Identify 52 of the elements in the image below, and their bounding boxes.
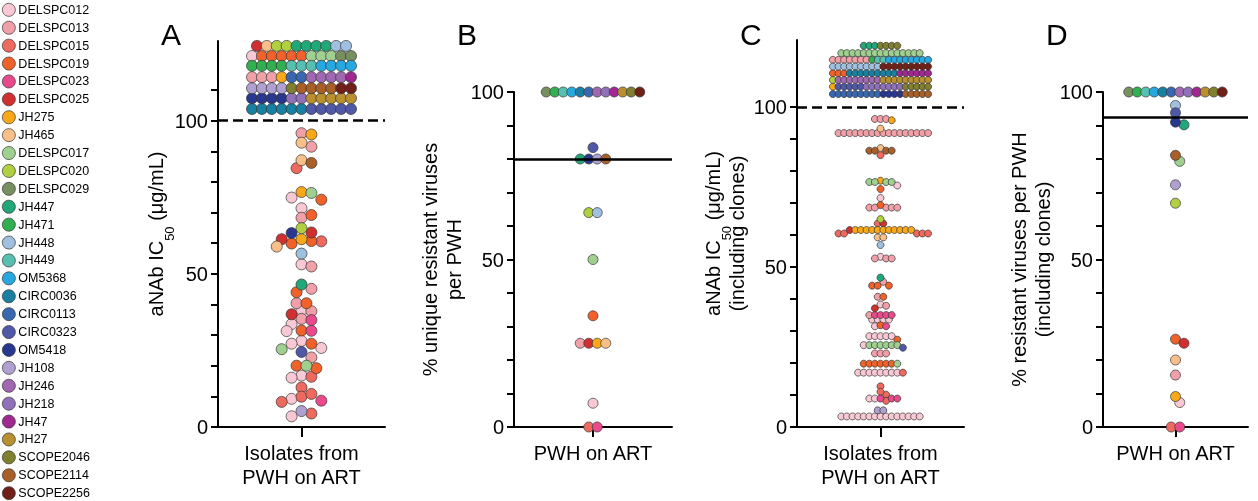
legend-label: SCOPE2114 — [18, 468, 90, 483]
legend-label: DELSPC015 — [18, 38, 90, 53]
legend-label: JH465 — [18, 128, 55, 143]
legend-label: JH246 — [18, 378, 55, 393]
chart-title: B — [457, 17, 478, 51]
legend-label: JH27 — [18, 432, 48, 447]
legend-label: JH471 — [18, 217, 55, 232]
x-tick-label: Isolates from PWH on ART — [821, 442, 940, 488]
legend-label: JH447 — [18, 199, 55, 214]
chart-title: A — [161, 17, 182, 51]
legend-label: DELSPC025 — [18, 92, 90, 107]
legend-label: JH275 — [18, 110, 55, 125]
y-tick-label: 50 — [1070, 248, 1093, 271]
y-tick-label: 0 — [775, 416, 787, 438]
legend-label: DELSPC012 — [18, 2, 90, 17]
y-tick-label: 50 — [764, 256, 787, 279]
legend-label: DELSPC023 — [18, 74, 90, 89]
legend-label: JH448 — [18, 235, 55, 250]
y-tick-label: 100 — [753, 96, 787, 119]
y-tick-label: 0 — [492, 416, 504, 438]
legend-label: CIRC0113 — [18, 307, 76, 322]
y-tick-label: 0 — [196, 416, 208, 438]
y-tick-label: 100 — [1059, 81, 1093, 103]
x-tick-label: PWH on ART — [1116, 442, 1235, 464]
y-tick-label: 0 — [1081, 416, 1093, 438]
y-axis-title: aNAb IC50 (μg/mL) — [145, 151, 177, 317]
legend-label: DELSPC017 — [18, 146, 90, 161]
y-tick-label: 50 — [185, 262, 208, 285]
y-axis-title: aNAb IC50 (μg/mL) (including clones) — [702, 151, 748, 316]
legend-label: SCOPE2256 — [18, 486, 90, 501]
y-tick-label: 100 — [470, 81, 504, 103]
legend-label: DELSPC019 — [18, 56, 90, 71]
legend-label: CIRC0323 — [18, 325, 77, 340]
chart-title: C — [740, 17, 762, 51]
legend-label: JH218 — [18, 396, 55, 411]
y-tick-label: 50 — [481, 248, 504, 271]
x-tick-label: PWH on ART — [533, 442, 653, 464]
legend-label: OM5418 — [18, 342, 67, 357]
legend-label: DELSPC029 — [18, 181, 90, 196]
y-axis-title: % resistant viruses per PWH (including clones) — [1008, 132, 1054, 387]
legend-label: CIRC0036 — [18, 289, 77, 304]
legend-label: OM5368 — [18, 271, 67, 286]
legend-label: JH449 — [18, 253, 55, 268]
legend-label: DELSPC013 — [18, 20, 90, 35]
y-axis-title: % unique resistant viruses per PWH — [419, 142, 465, 377]
x-tick-label: Isolates from PWH on ART — [242, 442, 361, 488]
legend-label: DELSPC020 — [18, 163, 90, 178]
legend-label: SCOPE2046 — [18, 450, 90, 465]
legend-label: JH108 — [18, 360, 55, 375]
y-tick-label: 100 — [174, 109, 208, 132]
legend-label: JH47 — [18, 414, 48, 429]
chart-title: D — [1046, 17, 1068, 51]
